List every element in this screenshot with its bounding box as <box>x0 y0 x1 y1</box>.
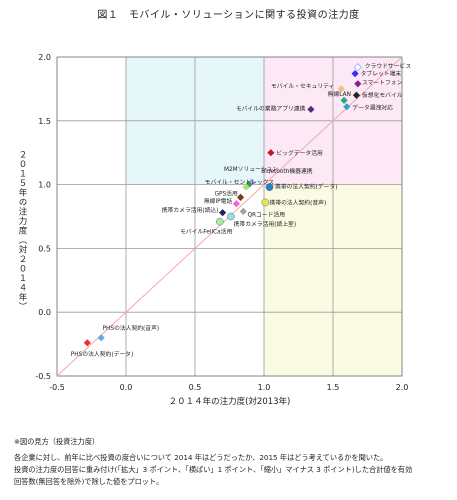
data-point <box>354 80 362 88</box>
data-point <box>265 183 274 191</box>
x-tick-label: 2.0 <box>396 383 409 392</box>
notes-heading: ※図の見方（投資注力度） <box>14 437 100 446</box>
data-label: 無線IP電話 <box>204 197 233 205</box>
data-point <box>343 103 351 111</box>
data-point <box>353 62 363 72</box>
data-label: モバイル・セキュリティ <box>271 83 334 90</box>
data-point <box>97 334 105 342</box>
x-tick-label: 1.0 <box>258 383 271 392</box>
data-label: 携帯カメラ活用(読込) <box>162 206 219 214</box>
y-tick-label: 1.0 <box>38 181 51 190</box>
data-label: データ漏洩対応 <box>352 103 393 111</box>
data-label: タブレット端末 <box>361 69 402 77</box>
data-point <box>219 209 227 217</box>
chart-notes: ※図の見方（投資注力度） 各企業に対し、前年に比べ投資の度合いについて 2014… <box>14 436 449 488</box>
data-point <box>242 183 250 191</box>
data-point <box>236 193 245 201</box>
data-label: QRコード活用 <box>247 210 285 218</box>
data-label: 携帯カメラ活用(読上室) <box>234 220 297 228</box>
data-label: スマートフォン <box>362 79 403 86</box>
x-axis-label: ２０１４年の注力度(対2013年) <box>169 396 291 407</box>
data-label: ビッグデータ活用 <box>276 149 323 157</box>
notes-line-2: 投資の注力度の回答に重み付け(「拡大」3 ポイント、「横ばい」1 ポイント、「縮… <box>14 465 413 474</box>
notes-line-1: 各企業に対し、前年に比べ投資の度合いについて 2014 年はどうだったか、201… <box>14 453 388 462</box>
y-tick-label: -0.5 <box>35 372 51 381</box>
data-label: PHSの法人契約(音声) <box>103 324 160 332</box>
data-label: 無線LAN <box>328 90 351 98</box>
y-tick-label: 2.0 <box>38 53 51 62</box>
data-point <box>352 91 361 99</box>
scatter-chart: -0.5 -0.5 0.0 0.0 0.5 0.5 1.0 1.0 1.5 1.5 2.0 2.0 ２０… <box>17 53 412 407</box>
data-point <box>83 339 91 347</box>
data-point <box>351 69 359 78</box>
plot-border <box>56 56 403 377</box>
chart-title: 図１ モバイル・ソリューションに関する投資の注力度 <box>97 10 360 21</box>
data-point <box>340 96 348 104</box>
data-label: モバイル・セントレックス <box>205 179 275 186</box>
data-label: 携帯の法人契約(データ) <box>275 182 338 190</box>
y-tick-label: 0.5 <box>38 244 51 253</box>
x-tick-label: 0.0 <box>120 383 133 392</box>
data-label: GPS活用 <box>215 189 238 197</box>
x-tick-label: -0.5 <box>49 383 65 392</box>
data-label: Bluetooth機器連携 <box>261 167 313 175</box>
data-point <box>227 212 235 221</box>
data-point <box>307 105 315 113</box>
data-label: クラウドサービス <box>365 62 412 70</box>
data-label: 仮想化モバイル <box>362 91 403 99</box>
data-label: モバイルFeliCa活用 <box>180 228 232 236</box>
data-label: M2Mソリューション <box>224 167 278 173</box>
data-point <box>216 217 224 226</box>
y-tick-label: 0.0 <box>38 308 51 317</box>
x-tick-label: 0.5 <box>189 383 202 392</box>
data-point <box>239 207 247 215</box>
data-label: 携帯の法人契約(音声) <box>270 198 327 206</box>
data-point <box>232 200 240 208</box>
x-tick-label: 1.5 <box>327 383 340 392</box>
y-tick-label: 1.5 <box>38 117 51 126</box>
data-label: モバイルの業務アプリ連携 <box>236 105 306 113</box>
y-axis-label: ２０１５年の注力度（対２０１４年） <box>17 150 27 312</box>
data-point <box>337 85 345 93</box>
data-label: PHSの法人契約(データ) <box>71 350 133 358</box>
data-point <box>261 198 270 207</box>
data-point <box>267 149 275 157</box>
notes-line-3: 回答数(無回答を除外)で除した値をプロット。 <box>14 477 164 486</box>
